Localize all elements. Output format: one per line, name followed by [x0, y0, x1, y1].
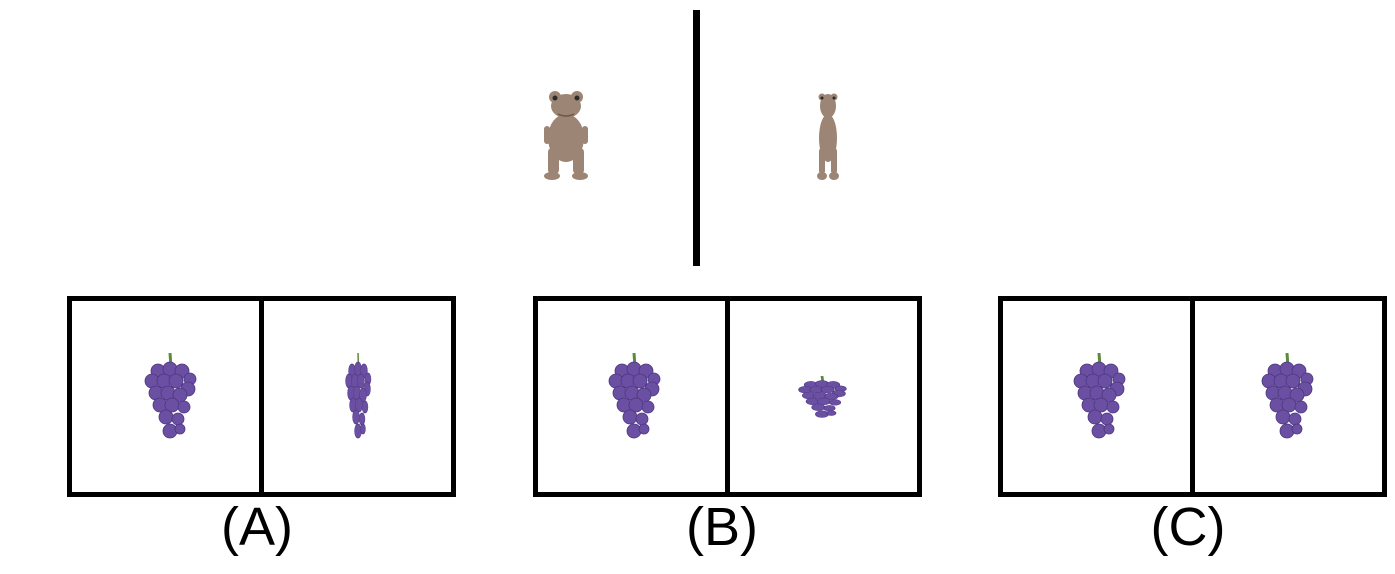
option-a-box[interactable]	[67, 296, 456, 497]
option-a-label: (A)	[221, 497, 293, 557]
reference-divider	[693, 10, 700, 266]
dinosaur-front-view-icon	[544, 91, 588, 180]
option-c-box[interactable]	[998, 296, 1387, 497]
option-b-left-panel	[538, 301, 725, 492]
grapes-icon	[1260, 353, 1315, 440]
option-c-label: (C)	[1150, 497, 1226, 557]
option-a-divider	[259, 301, 264, 492]
reference-right-panel	[806, 86, 850, 186]
option-b-right-panel	[730, 301, 917, 492]
option-b-divider	[725, 301, 730, 492]
reference-left-panel	[526, 86, 606, 186]
grapes-icon	[1072, 353, 1127, 440]
option-c-divider	[1190, 301, 1195, 492]
option-c-right-panel	[1195, 301, 1382, 492]
grapes-icon	[607, 353, 662, 440]
grapes-icon	[143, 353, 198, 440]
dinosaur-side-squeezed-icon	[817, 93, 839, 180]
option-a-left-panel	[72, 301, 259, 492]
option-c-left-panel	[1003, 301, 1190, 492]
grapes-squeezed-horizontal-icon	[344, 353, 373, 440]
grapes-squeezed-vertical-icon	[797, 376, 848, 419]
option-a-right-panel	[264, 301, 451, 492]
option-b-label: (B)	[686, 497, 758, 557]
option-b-box[interactable]	[533, 296, 922, 497]
